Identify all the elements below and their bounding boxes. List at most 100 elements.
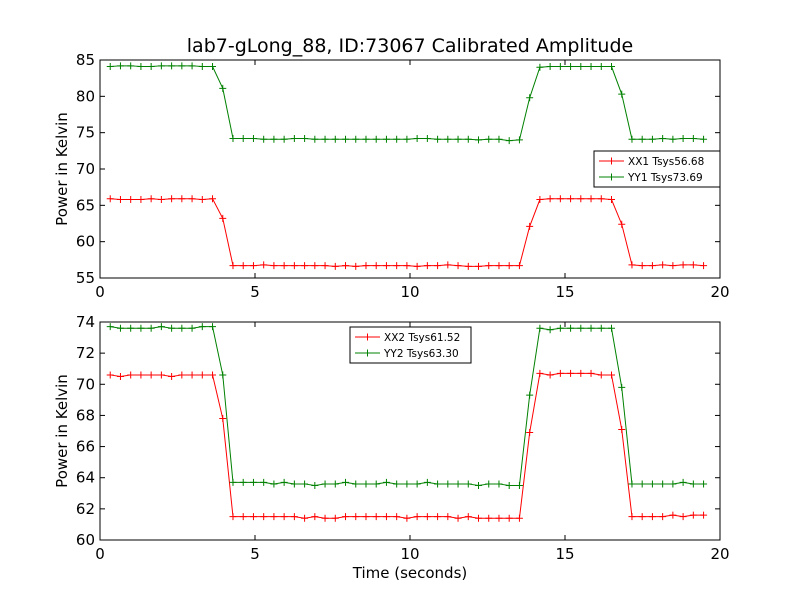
data-point-marker <box>147 371 155 379</box>
x-axis-label: Time (seconds) <box>352 564 468 582</box>
data-point-marker <box>423 513 431 521</box>
data-point-marker <box>260 135 268 143</box>
data-point-marker <box>536 196 544 204</box>
data-point-marker <box>587 369 595 377</box>
legend-marker <box>364 349 371 357</box>
data-point-marker <box>669 135 677 143</box>
data-point-marker <box>413 480 421 488</box>
data-point-marker <box>321 262 329 270</box>
data-point-marker <box>209 195 217 203</box>
data-point-marker <box>147 63 155 71</box>
data-point-marker <box>290 513 298 521</box>
data-point-marker <box>270 135 278 143</box>
data-point-marker <box>475 262 483 270</box>
data-point-marker <box>116 324 124 332</box>
data-point-marker <box>556 63 564 71</box>
data-point-marker <box>219 415 227 423</box>
data-point-marker <box>475 136 483 144</box>
data-point-marker <box>290 480 298 488</box>
y-tick-label: 80 <box>76 87 95 105</box>
data-point-marker <box>444 261 452 269</box>
data-point-marker <box>628 480 636 488</box>
data-point-marker <box>515 514 523 522</box>
data-point-marker <box>382 478 390 486</box>
data-point-marker <box>301 514 309 522</box>
data-point-marker <box>106 371 114 379</box>
data-point-marker <box>485 135 493 143</box>
data-point-marker <box>137 196 145 204</box>
y-tick-label: 85 <box>76 51 95 69</box>
data-point-marker <box>423 262 431 270</box>
data-point-marker <box>546 63 554 71</box>
data-point-marker <box>403 514 411 522</box>
data-point-marker <box>587 324 595 332</box>
data-point-marker <box>700 480 708 488</box>
data-point-marker <box>249 134 257 142</box>
data-point-marker <box>505 137 513 145</box>
data-point-marker <box>567 195 575 203</box>
data-point-marker <box>475 482 483 489</box>
data-point-marker <box>608 196 615 204</box>
data-point-marker <box>137 371 145 379</box>
data-point-marker <box>372 480 380 488</box>
data-point-marker <box>342 262 350 270</box>
chart-title: lab7-gLong_88, ID:73067 Calibrated Ampli… <box>187 35 633 57</box>
data-point-marker <box>608 371 615 379</box>
data-point-marker <box>556 369 564 377</box>
data-point-marker <box>689 261 697 269</box>
data-point-marker <box>321 514 329 522</box>
data-point-marker <box>127 324 135 332</box>
data-point-marker <box>577 324 585 332</box>
data-point-marker <box>628 513 636 521</box>
data-point-marker <box>638 513 646 521</box>
data-point-marker <box>311 482 319 489</box>
y-tick-label: 55 <box>76 269 95 287</box>
data-point-marker <box>618 425 626 433</box>
data-point-marker <box>454 480 462 488</box>
data-point-marker <box>464 262 472 270</box>
data-point-marker <box>116 196 124 204</box>
legend-label: YY2 Tsys63.30 <box>383 348 459 360</box>
data-point-marker <box>178 371 186 379</box>
data-point-marker <box>669 480 677 488</box>
data-point-marker <box>454 135 462 143</box>
data-point-marker <box>464 480 472 488</box>
data-point-marker <box>526 222 534 230</box>
data-point-marker <box>301 134 309 142</box>
data-point-marker <box>659 134 667 142</box>
data-point-marker <box>434 135 442 143</box>
data-point-marker <box>546 371 554 379</box>
data-point-marker <box>434 480 442 488</box>
data-point-marker <box>638 262 646 270</box>
data-point-marker <box>127 62 135 70</box>
data-point-marker <box>106 323 114 331</box>
data-point-marker <box>168 324 176 332</box>
data-point-marker <box>168 62 176 70</box>
data-point-marker <box>290 134 298 142</box>
x-tick-label: 5 <box>250 283 260 301</box>
y-tick-label: 65 <box>76 196 95 214</box>
data-point-marker <box>229 134 237 142</box>
data-point-marker <box>659 513 667 521</box>
data-point-marker <box>413 262 421 270</box>
data-point-marker <box>127 371 135 379</box>
data-point-marker <box>157 323 165 331</box>
data-point-marker <box>536 324 544 332</box>
data-point-marker <box>342 513 350 521</box>
x-tick-label: 5 <box>250 545 260 563</box>
data-point-marker <box>393 480 401 488</box>
data-point-marker <box>260 261 268 269</box>
data-point-marker <box>597 324 605 332</box>
data-point-marker <box>372 262 380 270</box>
data-point-marker <box>485 480 493 488</box>
data-point-marker <box>659 261 667 269</box>
data-point-marker <box>321 135 329 143</box>
data-point-marker <box>362 480 370 488</box>
y-tick-label: 60 <box>76 233 95 251</box>
legend: XX1 Tsys56.68 YY1 Tsys73.69 <box>593 150 721 188</box>
data-point-marker <box>188 62 196 70</box>
data-point-marker <box>219 371 227 379</box>
x-tick-label: 0 <box>95 283 105 301</box>
data-point-marker <box>495 480 503 488</box>
data-point-marker <box>679 513 687 521</box>
